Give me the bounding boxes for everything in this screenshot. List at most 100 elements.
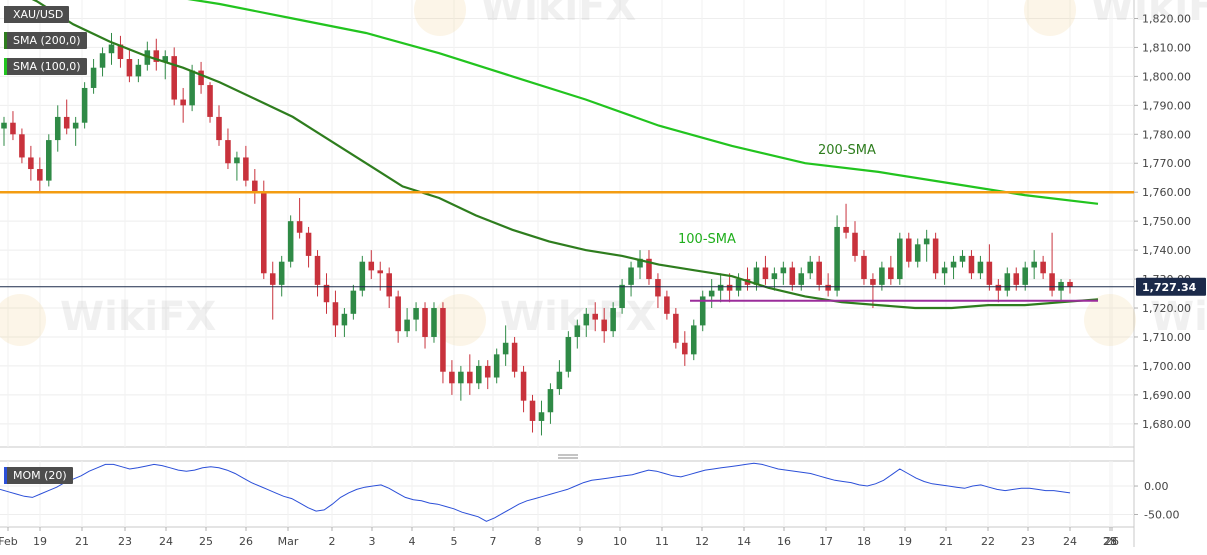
candle-body xyxy=(278,261,285,285)
sma200-annotation: 200-SMA xyxy=(818,143,876,158)
price-tick-label: 1,690.00 xyxy=(1142,389,1191,402)
candle-body xyxy=(798,273,805,285)
time-tick-label: 4 xyxy=(409,535,416,548)
candle-body xyxy=(72,122,79,129)
candle-body xyxy=(305,232,312,256)
candle-body xyxy=(207,85,213,117)
watermark: WikiFX xyxy=(0,294,216,346)
sma100-line xyxy=(187,0,1099,205)
candle-body xyxy=(771,273,778,280)
time-tick-label: 24 xyxy=(159,535,173,548)
watermark: WikiFX xyxy=(1084,294,1207,346)
time-tick-label: 24 xyxy=(1063,535,1077,548)
candle-body xyxy=(753,267,760,285)
candle-body xyxy=(28,157,34,170)
sma100-annotation: 100-SMA xyxy=(678,232,736,247)
legend-sma200[interactable]: SMA (200,0) xyxy=(4,32,87,49)
candle-body xyxy=(664,296,670,314)
candle-body xyxy=(726,284,733,291)
candle-body xyxy=(54,116,61,141)
time-tick-label: 18 xyxy=(857,535,871,548)
candle-body xyxy=(46,140,52,181)
candle-body xyxy=(475,365,482,384)
time-tick-label: 21 xyxy=(939,535,953,548)
candle-body xyxy=(682,342,688,355)
candle-body xyxy=(628,267,634,285)
candle-body xyxy=(395,296,401,332)
candle-body xyxy=(556,371,563,390)
candle-body xyxy=(520,371,527,401)
candle-body xyxy=(807,261,813,274)
candle-body xyxy=(888,267,894,280)
candle-body xyxy=(717,284,724,291)
price-tick-label: 1,700.00 xyxy=(1142,360,1191,373)
candle-body xyxy=(422,308,428,337)
time-tick-label: 7 xyxy=(490,535,497,548)
candle-body xyxy=(565,336,572,372)
candle-body xyxy=(708,290,715,297)
legend-sma100[interactable]: SMA (100,0) xyxy=(4,58,87,75)
time-tick-label: 16 xyxy=(777,535,791,548)
momentum-tick-label: 0.00 xyxy=(1144,480,1169,493)
time-tick-label: 5 xyxy=(451,535,458,548)
candle-body xyxy=(646,258,652,280)
candle-body xyxy=(825,284,831,291)
candle-body xyxy=(314,255,321,285)
candle-body xyxy=(171,56,177,100)
candle-body xyxy=(359,261,366,291)
candle-body xyxy=(458,371,464,384)
candle-body xyxy=(341,313,348,326)
time-tick-label: 3 xyxy=(369,535,376,548)
watermark-text: WikiFX xyxy=(1090,0,1207,30)
candle-body xyxy=(762,267,769,280)
symbol-label: XAU/USD xyxy=(4,6,70,23)
time-tick-label: 14 xyxy=(737,535,751,548)
watermark-logo xyxy=(434,294,486,346)
candle-body xyxy=(413,308,419,320)
momentum-panel xyxy=(0,461,1134,527)
candle-body xyxy=(180,99,186,106)
candle-body xyxy=(323,284,330,303)
candle-body xyxy=(1013,273,1020,285)
candle-body xyxy=(923,238,930,245)
price-tick-label: 1,790.00 xyxy=(1142,99,1191,112)
candle-body xyxy=(950,261,957,268)
candle-body xyxy=(377,270,384,274)
candle-body xyxy=(834,226,840,291)
candle-body xyxy=(350,290,357,314)
watermark-text: WikiFX xyxy=(60,294,216,340)
candle-body xyxy=(99,53,106,68)
candle-body xyxy=(144,50,151,65)
watermark: WikiFX xyxy=(1024,0,1207,36)
watermark: WikiFX xyxy=(414,0,636,36)
candle-body xyxy=(234,157,240,164)
legend-momentum[interactable]: MOM (20) xyxy=(4,467,73,484)
candle-body xyxy=(673,313,679,343)
time-tick-label: Mar xyxy=(278,535,299,548)
candle-body xyxy=(529,400,536,421)
candle-body xyxy=(511,342,518,372)
candle-body xyxy=(153,50,160,62)
candle-body xyxy=(601,319,607,332)
candle-body xyxy=(225,140,231,164)
candle-body xyxy=(502,342,509,355)
candle-body xyxy=(386,273,392,297)
candle-body xyxy=(135,64,142,77)
time-tick-label: 19 xyxy=(33,535,47,548)
candle-body xyxy=(126,59,133,77)
time-tick-label: 23 xyxy=(118,535,132,548)
candle-body xyxy=(861,255,867,280)
candle-body xyxy=(789,267,796,285)
candle-body xyxy=(108,44,115,54)
time-tick-label: 25 xyxy=(1103,535,1117,548)
candle-body xyxy=(261,192,267,274)
candle-body xyxy=(37,169,43,181)
candle-body xyxy=(467,371,473,384)
time-tick-label: 26 xyxy=(1105,535,1119,548)
candle-body xyxy=(216,116,222,141)
candle-body xyxy=(852,232,858,256)
time-tick-label: 26 xyxy=(239,535,253,548)
watermark-logo xyxy=(414,0,466,36)
candle-body xyxy=(905,238,912,262)
